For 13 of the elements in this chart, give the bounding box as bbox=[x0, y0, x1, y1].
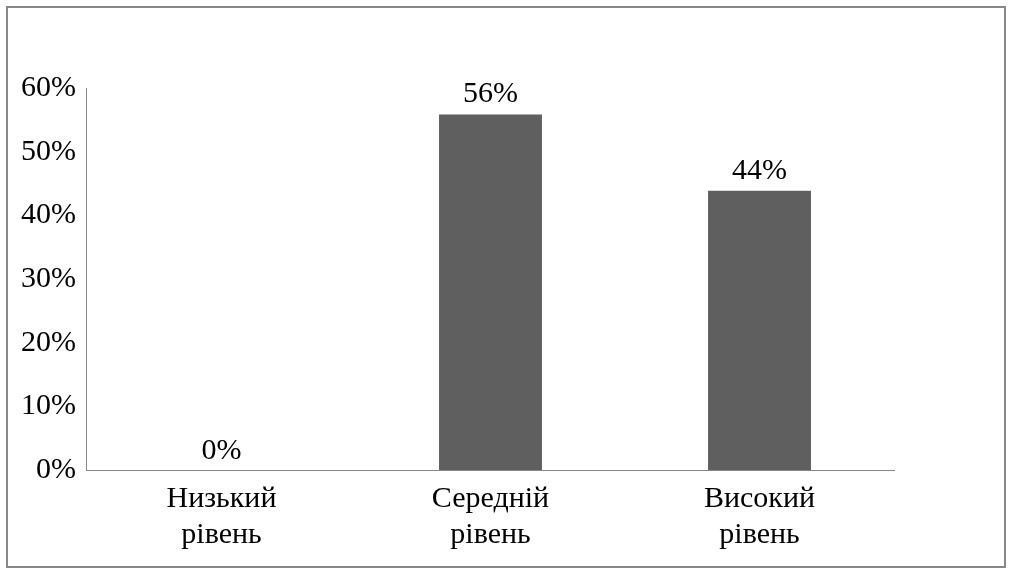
x-tick-label: Високий рівень bbox=[703, 479, 816, 549]
x-tick-label: Середній рівень bbox=[431, 479, 550, 549]
data-label: 56% bbox=[463, 75, 518, 109]
y-tick-label: 30% bbox=[20, 259, 76, 293]
y-tick-label: 40% bbox=[20, 196, 76, 230]
y-tick-label: 20% bbox=[20, 323, 76, 357]
y-tick-label: 60% bbox=[20, 68, 76, 102]
x-tick-label: Низький рівень bbox=[166, 479, 277, 549]
y-tick-label: 50% bbox=[20, 132, 76, 166]
y-tick-label: 0% bbox=[35, 450, 76, 484]
data-label: 0% bbox=[201, 431, 242, 465]
data-label: 44% bbox=[732, 151, 787, 185]
y-tick-label: 10% bbox=[20, 387, 76, 421]
